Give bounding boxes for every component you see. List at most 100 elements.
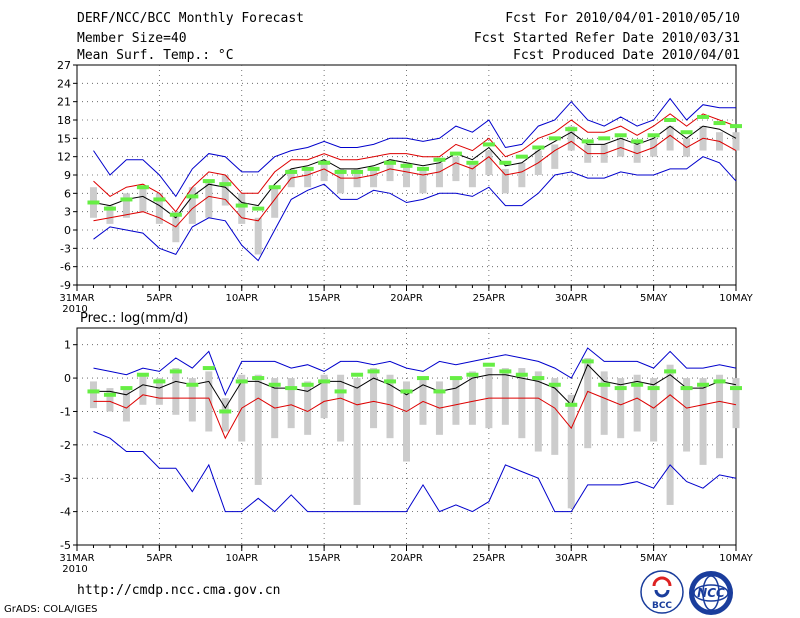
footer-url[interactable]: http://cmdp.ncc.cma.gov.cn <box>77 583 281 598</box>
temp-climate-marker <box>647 133 660 138</box>
prec-x-tick-label: 20APR <box>390 553 423 564</box>
prec-member-range-bar <box>403 381 410 462</box>
temp-x-tick-label: 15APR <box>308 293 341 304</box>
temp-climate-marker <box>581 139 594 144</box>
grads-credit: GrADS: COLA/IGES <box>4 604 98 615</box>
prec-climate-marker <box>499 369 512 374</box>
temp-y-tick-label: 24 <box>57 77 71 90</box>
temp-climate-marker <box>631 139 644 144</box>
temp-climate-marker <box>449 151 462 156</box>
prec-member-range-bar <box>650 378 658 442</box>
prec-climate-marker <box>614 386 627 391</box>
prec-y-tick-label: 1 <box>64 339 71 352</box>
prec-x-tick-label: 31MAR <box>59 553 94 564</box>
prec-climate-marker <box>219 409 232 414</box>
temp-x-tick-label: 5APR <box>146 293 172 304</box>
prec-climate-marker <box>334 389 347 394</box>
temp-climate-marker <box>400 163 413 168</box>
bcc-logo-text: BCC <box>652 601 672 611</box>
prec-member-range-bar <box>567 394 575 509</box>
temp-member-range-bar <box>435 162 443 188</box>
prec-member-range-bar <box>699 378 707 465</box>
prec-x-tick-label: 5MAY <box>640 553 668 564</box>
prec-x-tick-label: 10APR <box>225 553 258 564</box>
prec-member-range-bar <box>304 381 312 435</box>
temp-climate-marker <box>697 114 710 119</box>
temp-member-range-bar <box>732 132 740 151</box>
temp-member-range-bar <box>370 168 378 188</box>
temp-y-tick-label: -3 <box>60 242 71 255</box>
prec-member-range-bar <box>584 358 592 449</box>
temp-climate-marker <box>565 127 578 132</box>
temp-member-range-bar <box>155 193 163 224</box>
temp-x-tick-label: 5MAY <box>640 293 668 304</box>
temp-member-range-bar <box>403 162 410 188</box>
prec-climate-marker <box>548 382 561 387</box>
temp-member-range-bar <box>304 168 312 188</box>
prec-member-range-bar <box>468 371 476 425</box>
temp-y-tick-label: 15 <box>57 132 71 145</box>
prec-member-range-bar <box>716 374 724 459</box>
prec-climate-marker <box>730 386 742 391</box>
temp-y-tick-label: 9 <box>64 169 71 182</box>
temp-member-range-bar <box>238 193 246 224</box>
prec-climate-marker <box>697 382 710 387</box>
prec-member-range-bar <box>122 388 130 422</box>
temp-climate-marker <box>713 121 726 126</box>
prec-member-range-bar <box>205 371 213 432</box>
prec-member-range-bar <box>89 381 97 409</box>
temp-climate-marker <box>219 182 232 187</box>
temp-member-range-bar <box>337 168 345 194</box>
ncc-logo-icon: NCC <box>689 571 733 615</box>
temp-climate-marker <box>532 145 545 150</box>
temp-climate-marker <box>120 197 133 202</box>
prec-climate-marker <box>136 372 149 377</box>
prec-member-range-bar <box>732 378 740 429</box>
prec-climate-marker <box>384 379 397 384</box>
prec-member-range-bar <box>633 374 641 432</box>
temp-member-range-bar <box>501 168 509 194</box>
temp-x-tick-label: 30APR <box>555 293 588 304</box>
started-refer-date-label: Fcst Started Refer Date 2010/03/31 <box>473 31 740 46</box>
prec-x-tick-label: 5APR <box>146 553 172 564</box>
temp-climate-marker <box>268 185 281 190</box>
prec-ensemble-max-line <box>93 347 737 397</box>
temp-climate-marker <box>499 160 512 165</box>
prec-member-range-bar <box>386 374 394 439</box>
temp-climate-marker <box>301 166 314 171</box>
temp-y-tick-label: 6 <box>64 187 71 200</box>
prec-climate-marker <box>87 389 100 394</box>
temp-member-range-bar <box>139 187 147 212</box>
temp-climate-marker <box>318 160 331 165</box>
prec-y-tick-label: -3 <box>60 472 71 485</box>
prec-climate-marker <box>598 382 611 387</box>
prec-y-tick-label: -2 <box>60 439 71 452</box>
prec-y-tick-label: -4 <box>60 506 71 519</box>
temp-climate-marker <box>730 124 742 129</box>
prec-climate-marker <box>301 382 314 387</box>
figure-title: DERF/NCC/BCC Monthly Forecast <box>77 11 304 26</box>
temp-y-tick-label: -9 <box>60 279 71 292</box>
prec-climate-marker <box>647 386 660 391</box>
temp-y-tick-label: 12 <box>57 151 71 164</box>
temp-member-range-bar <box>386 162 394 182</box>
temp-climate-marker <box>186 194 199 199</box>
temp-x-tick-label: 10MAY <box>719 293 753 304</box>
temp-spread-lower-line <box>93 134 737 228</box>
temp-y-tick-label: 27 <box>57 59 71 72</box>
bcc-logo-icon: BCC <box>640 570 684 614</box>
prec-climate-marker <box>400 389 413 394</box>
prec-climate-marker <box>103 392 116 397</box>
ncc-logo-text: NCC <box>697 586 725 600</box>
temp-climate-marker <box>351 169 364 174</box>
temp-climate-marker <box>334 169 347 174</box>
prec-climate-marker <box>285 386 298 391</box>
temp-climate-marker <box>202 179 215 184</box>
temp-climate-marker <box>235 203 248 208</box>
prec-x-tick-label: 10MAY <box>719 553 753 564</box>
temp-climate-marker <box>680 130 693 135</box>
temp-climate-marker <box>515 154 528 159</box>
prec-ensemble-mean-line <box>93 363 737 410</box>
